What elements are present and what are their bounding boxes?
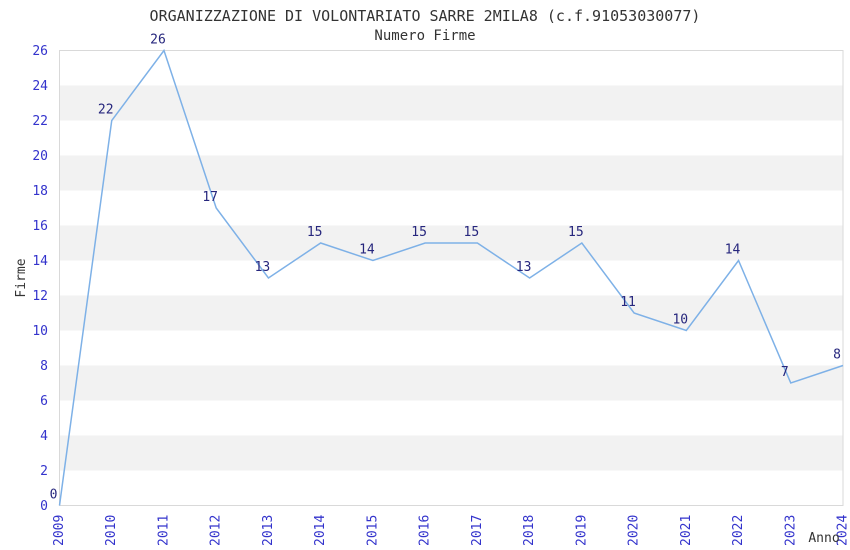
y-tick-label: 2 [40, 464, 48, 479]
x-tick-label: 2022 [731, 515, 746, 546]
point-label: 13 [255, 260, 271, 275]
y-tick-label: 18 [32, 184, 48, 199]
point-labels: 0 22 26 17 13 15 14 15 15 13 15 11 10 14 7 8 [50, 33, 841, 503]
point-label: 15 [307, 225, 323, 240]
x-tick-label: 2012 [209, 515, 224, 546]
x-tick-label: 2016 [418, 515, 433, 546]
point-label: 7 [781, 365, 789, 380]
y-axis-title: Firme [14, 258, 29, 297]
x-tick-label: 2013 [261, 515, 276, 546]
y-tick-label: 16 [32, 219, 48, 234]
grid-band [59, 435, 843, 471]
plot-border [59, 50, 844, 506]
point-label: 15 [568, 225, 584, 240]
y-tick-label: 24 [32, 79, 48, 94]
y-tick-label: 6 [40, 394, 48, 409]
x-tick-label: 2009 [52, 515, 67, 546]
y-tick-label: 4 [40, 429, 48, 444]
y-tick-label: 20 [32, 149, 48, 164]
y-tick-label: 8 [40, 359, 48, 374]
chart-title: ORGANIZZAZIONE DI VOLONTARIATO SARRE 2MI… [149, 7, 701, 25]
point-label: 14 [359, 243, 375, 258]
point-label: 8 [833, 348, 841, 363]
x-tick-label: 2011 [156, 515, 171, 546]
x-tick-label: 2023 [783, 515, 798, 546]
point-label: 15 [411, 225, 427, 240]
x-tick-label: 2015 [365, 515, 380, 546]
point-label: 10 [672, 313, 688, 328]
y-tick-label: 14 [32, 254, 48, 269]
point-label: 11 [620, 295, 636, 310]
y-tick-label: 0 [40, 499, 48, 514]
y-tick-label: 26 [32, 44, 48, 59]
point-label: 15 [464, 225, 480, 240]
point-label: 26 [150, 33, 166, 48]
grid-band [59, 155, 843, 191]
x-tick-label: 2014 [313, 515, 328, 546]
y-tick-label: 10 [32, 324, 48, 339]
x-tick-label: 2018 [522, 515, 537, 546]
x-axis-title: Anno [808, 531, 839, 546]
y-tick-label: 22 [32, 114, 48, 129]
point-label: 22 [98, 103, 114, 118]
chart-subtitle: Numero Firme [374, 28, 476, 44]
x-tick-label: 2020 [627, 515, 642, 546]
point-label: 17 [202, 190, 218, 205]
point-label: 13 [516, 260, 532, 275]
x-tick-label: 2017 [470, 515, 485, 546]
x-tick-label: 2024 [836, 515, 850, 546]
point-label: 14 [725, 243, 741, 258]
point-label: 0 [50, 488, 58, 503]
series-line [58, 48, 844, 506]
grid-band [59, 365, 843, 401]
x-tick-label: 2010 [104, 515, 119, 546]
grid-band [59, 85, 843, 121]
x-tick-label: 2021 [679, 515, 694, 546]
y-tick-label: 12 [32, 289, 48, 304]
x-axis-tick-labels: 2009 2010 2011 2012 2013 2014 2015 2016 2017 2018… [52, 515, 850, 546]
grid-band [59, 295, 843, 331]
x-tick-label: 2019 [574, 515, 589, 546]
